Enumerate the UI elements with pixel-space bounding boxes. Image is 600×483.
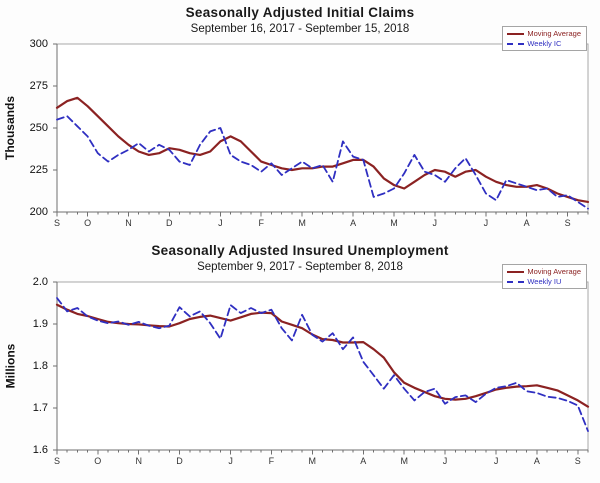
x-month-label: M [400, 456, 408, 466]
initial-claims-chart: Seasonally Adjusted Initial Claims Septe… [0, 5, 600, 232]
legend-label: Moving Average [527, 28, 581, 38]
plot-area [53, 281, 590, 455]
chart-subtitle: September 9, 2017 - September 8, 2018 [197, 261, 403, 273]
x-month-label: J [432, 218, 438, 228]
x-month-label: O [84, 218, 92, 228]
x-month-label: N [135, 456, 142, 466]
x-month-label: F [258, 218, 264, 228]
x-month-label: J [218, 218, 223, 228]
x-month-label: S [574, 456, 581, 466]
legend: Moving Average Weekly IC [502, 26, 587, 51]
x-month-label: N [125, 218, 132, 228]
x-month-label: S [53, 456, 61, 466]
y-tick-label: 1.8 [32, 360, 48, 372]
x-month-label: M [390, 218, 398, 228]
chart-subtitle: September 16, 2017 - September 15, 2018 [190, 23, 410, 35]
dashed-line-swatch [507, 42, 525, 45]
insured-unemployment-chart: Seasonally Adjusted Insured Unemployment… [0, 243, 600, 470]
weekly-iu-line [56, 297, 589, 433]
x-month-label: D [176, 456, 183, 466]
legend-entry: Moving Average [507, 29, 581, 38]
x-month-label: S [564, 218, 571, 228]
chart-title: Seasonally Adjusted Initial Claims [185, 5, 415, 20]
x-month-label: A [350, 218, 357, 228]
x-month-label: J [442, 456, 448, 466]
x-month-label: D [166, 218, 173, 228]
legend-entry: Moving Average [507, 267, 581, 276]
y-tick-label: 1.7 [32, 402, 48, 414]
x-month-label: O [94, 456, 102, 466]
y-tick-label: 225 [29, 164, 48, 176]
x-month-label: J [493, 456, 499, 466]
legend-label: Weekly IU [527, 276, 562, 286]
x-month-label: J [228, 456, 233, 466]
x-month-label: A [533, 456, 540, 466]
x-month-label: M [298, 218, 306, 228]
y-tick-labels: 300 275 250 225 200 [11, 38, 53, 218]
legend: Moving Average Weekly IU [502, 264, 587, 289]
y-tick-labels: 2.0 1.9 1.8 1.7 1.6 [11, 276, 53, 456]
plot-area [53, 43, 590, 217]
y-tick-label: 200 [29, 206, 48, 218]
legend-label: Moving Average [527, 266, 581, 276]
y-tick-label: 1.6 [32, 444, 48, 456]
x-month-label: A [523, 218, 530, 228]
chart-title: Seasonally Adjusted Insured Unemployment [151, 243, 449, 258]
x-month-label: M [308, 456, 317, 466]
legend-label: Weekly IC [527, 38, 562, 48]
y-tick-label: 1.9 [32, 318, 48, 330]
dashed-line-swatch [507, 280, 525, 283]
x-month-label: F [268, 456, 275, 466]
solid-line-swatch [507, 270, 525, 273]
y-tick-label: 275 [29, 80, 48, 92]
y-tick-label: 300 [29, 38, 48, 50]
x-month-label: A [360, 456, 367, 466]
y-tick-label: 250 [29, 122, 48, 134]
y-tick-label: 2.0 [32, 276, 48, 288]
x-month-label: S [53, 218, 61, 228]
x-month-label: J [483, 218, 489, 228]
solid-line-swatch [507, 32, 525, 35]
legend-entry: Weekly IC [507, 39, 581, 48]
weekly-ic-line [56, 115, 589, 210]
legend-entry: Weekly IU [507, 277, 581, 286]
